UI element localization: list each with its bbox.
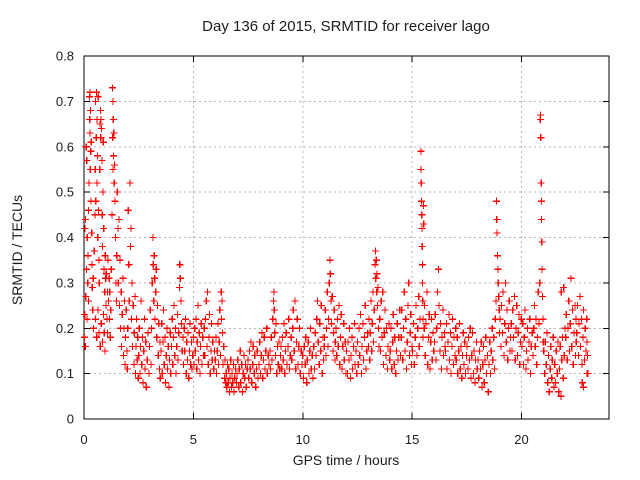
svg-text:0.5: 0.5	[56, 185, 74, 200]
svg-text:10: 10	[296, 432, 310, 447]
svg-text:0.6: 0.6	[56, 139, 74, 154]
svg-text:0.2: 0.2	[56, 321, 74, 336]
svg-text:0.7: 0.7	[56, 94, 74, 109]
svg-text:0.4: 0.4	[56, 230, 74, 245]
svg-text:0.1: 0.1	[56, 366, 74, 381]
gridlines	[84, 56, 609, 419]
svg-text:0.8: 0.8	[56, 49, 74, 64]
svg-text:5: 5	[190, 432, 197, 447]
x-axis-label: GPS time / hours	[293, 452, 400, 468]
svg-text:0: 0	[67, 412, 74, 427]
chart-title: Day 136 of 2015, SRMTID for receiver lag…	[202, 18, 490, 35]
x-tick-labels: 0 5 10 15 20	[80, 432, 528, 447]
svg-text:15: 15	[405, 432, 419, 447]
scatter-points	[80, 84, 592, 400]
svg-text:0.3: 0.3	[56, 275, 74, 290]
y-axis-label: SRMTID / TECUs	[9, 195, 25, 305]
svg-text:0: 0	[80, 432, 87, 447]
svg-text:20: 20	[514, 432, 528, 447]
y-tick-labels: 0 0.1 0.2 0.3 0.4 0.5 0.6 0.7 0.8	[56, 49, 74, 427]
